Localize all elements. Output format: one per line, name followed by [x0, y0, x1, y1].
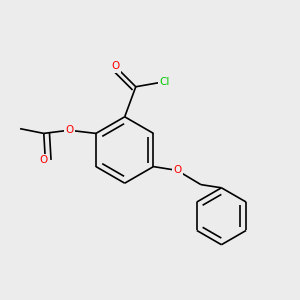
Text: Cl: Cl — [159, 77, 169, 87]
Text: O: O — [40, 155, 48, 165]
Text: O: O — [65, 125, 73, 135]
Text: O: O — [173, 165, 181, 176]
Text: O: O — [111, 61, 119, 71]
